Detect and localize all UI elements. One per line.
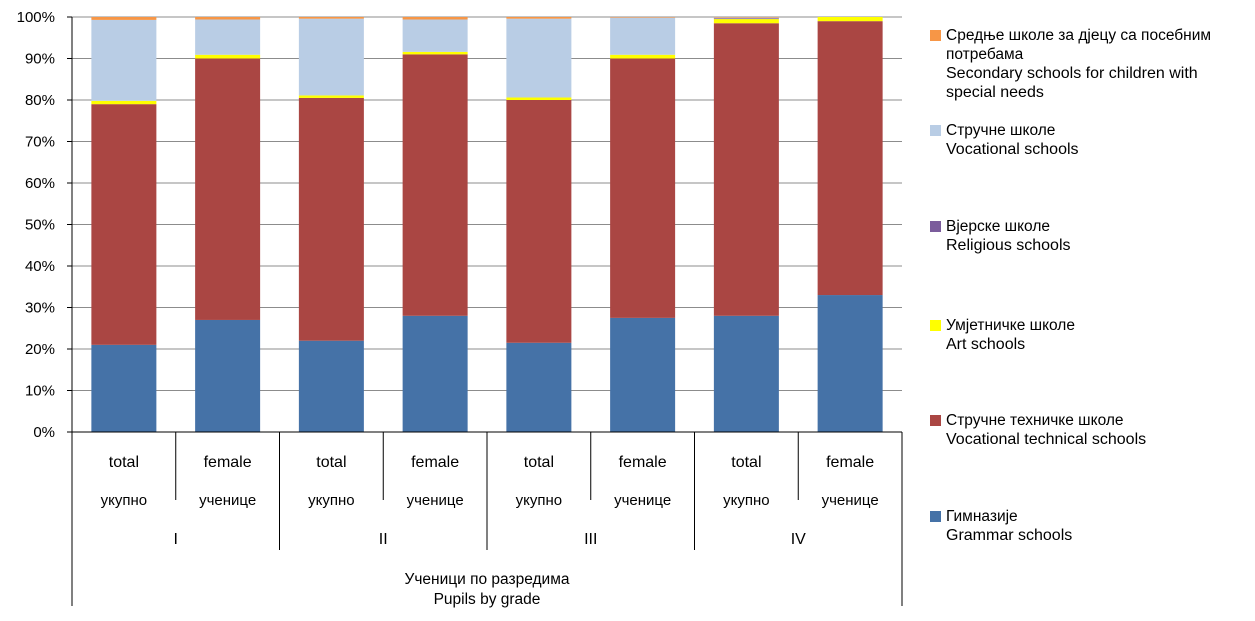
bar-segment: [610, 317, 676, 432]
category-label-en: total: [731, 454, 761, 471]
y-tick-label: 90%: [25, 51, 55, 68]
y-tick-label: 70%: [25, 134, 55, 151]
bar-segment: [195, 54, 261, 59]
bar-segment: [298, 97, 364, 341]
legend-label-en: Religious schools: [946, 237, 1071, 254]
category-label-local: ученице: [822, 492, 879, 509]
bar-segment: [91, 100, 157, 105]
group-label: I: [174, 531, 178, 548]
legend-swatch-vocational-technical: [930, 415, 941, 426]
legend-label-local: Гимназије: [946, 508, 1018, 525]
legend-label-en: Vocational schools: [946, 141, 1079, 158]
bar-segment: [817, 295, 883, 432]
bar-segment: [506, 342, 572, 432]
bar-segment: [506, 17, 572, 19]
group-label: III: [584, 531, 597, 548]
y-tick-label: 60%: [25, 175, 55, 192]
legend-swatch-vocational: [930, 125, 941, 136]
axes: [67, 16, 903, 606]
category-label-en: female: [826, 454, 874, 471]
legend-swatch-art: [930, 320, 941, 331]
y-tick-label: 10%: [25, 383, 55, 400]
bar-segment: [298, 95, 364, 98]
bar-segment: [91, 104, 157, 345]
y-tick-label: 0%: [33, 424, 55, 441]
category-label-en: total: [316, 454, 346, 471]
bar-segment: [506, 97, 572, 100]
bar-segment: [298, 17, 364, 19]
legend-label-local: Средње школе за дјецу са посебним потреб…: [946, 27, 1212, 63]
legend-label-local: Стручне школе: [946, 122, 1056, 139]
category-label-local: укупно: [516, 492, 562, 509]
category-label-en: total: [109, 454, 139, 471]
category-label-local: укупно: [101, 492, 147, 509]
bar-segment: [506, 18, 572, 98]
bar-segment: [713, 315, 779, 432]
group-label: II: [379, 531, 388, 548]
bar-segment: [713, 19, 779, 24]
category-label-en: total: [524, 454, 554, 471]
legend-label-local: Умјетничке школе: [946, 317, 1075, 334]
x-axis-title-local: Ученици по разредима: [405, 571, 570, 588]
bar-segment: [817, 21, 883, 296]
bar-segment: [610, 17, 676, 55]
bar-segment: [91, 19, 157, 101]
bar-segment: [402, 51, 468, 55]
bar-segment: [402, 54, 468, 316]
y-tick-label: 100%: [17, 9, 55, 26]
category-label-local: ученице: [614, 492, 671, 509]
legend-label-local: Вјерске школе: [946, 218, 1050, 235]
bar-segment: [298, 18, 364, 96]
bar-segment: [506, 100, 572, 343]
bar-segment: [91, 17, 157, 20]
bar-segment: [610, 54, 676, 59]
bar-segment: [713, 18, 779, 20]
category-label-local: укупно: [308, 492, 354, 509]
legend-label-en: Vocational technical schools: [946, 431, 1147, 448]
bar-segment: [195, 19, 261, 55]
bar-segment: [402, 17, 468, 20]
bar-segment: [195, 17, 261, 20]
bars: [91, 17, 883, 432]
bar-segment: [402, 315, 468, 432]
legend-label-en: Grammar schools: [946, 527, 1073, 544]
bar-segment: [298, 340, 364, 432]
legend-swatch-grammar: [930, 511, 941, 522]
group-label: IV: [791, 531, 806, 548]
category-label-local: ученице: [199, 492, 256, 509]
bar-segment: [713, 17, 779, 18]
category-label-local: укупно: [723, 492, 769, 509]
x-axis-title-en: Pupils by grade: [434, 591, 541, 608]
bar-segment: [817, 17, 883, 22]
legend-label-en: Art schools: [946, 336, 1026, 353]
category-label-en: female: [204, 454, 252, 471]
bar-segment: [713, 17, 779, 19]
bar-segment: [195, 58, 261, 320]
category-label-en: female: [411, 454, 459, 471]
bar-segment: [91, 344, 157, 432]
legend-label-en: Secondary schools for children with spec…: [946, 65, 1198, 101]
bar-segment: [713, 23, 779, 316]
legend-swatch-religious: [930, 221, 941, 232]
y-tick-label: 20%: [25, 341, 55, 358]
bar-segment: [402, 19, 468, 52]
y-tick-label: 30%: [25, 300, 55, 317]
y-tick-label: 80%: [25, 92, 55, 109]
y-tick-label: 50%: [25, 217, 55, 234]
legend-label-local: Стручне техничке школе: [946, 412, 1124, 429]
bar-segment: [195, 319, 261, 432]
legend-swatch-special-needs: [930, 30, 941, 41]
category-label-en: female: [619, 454, 667, 471]
category-label-local: ученице: [407, 492, 464, 509]
y-tick-label: 40%: [25, 258, 55, 275]
bar-segment: [610, 58, 676, 318]
bar-segment: [610, 17, 676, 18]
axis-labels: 0% 10% 20% 30% 40% 50% 60% 70% 80% 90% 100% total ук…: [17, 9, 879, 608]
